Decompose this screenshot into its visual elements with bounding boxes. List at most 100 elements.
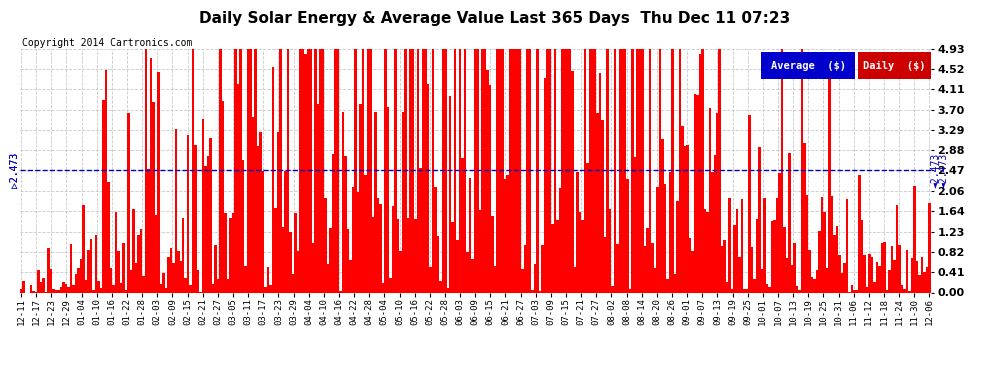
Bar [314,49,317,292]
Bar [79,259,82,292]
Bar [187,135,189,292]
Bar [177,251,179,292]
Bar [527,49,529,292]
Bar [479,210,481,292]
Bar [796,285,798,292]
Bar [264,287,267,292]
Bar [491,216,494,292]
Bar [446,288,449,292]
Bar [251,117,254,292]
Bar [748,115,751,292]
Bar [860,220,863,292]
Bar [279,49,282,292]
Bar [642,49,644,292]
Bar [189,285,192,292]
Bar [766,284,768,292]
Bar [845,199,848,292]
Bar [237,84,240,292]
Bar [646,228,648,292]
Bar [148,169,149,292]
Bar [444,49,446,292]
Bar [422,49,424,292]
Bar [824,212,826,292]
Bar [259,132,261,292]
Bar [811,278,814,292]
Bar [197,270,199,292]
Bar [574,267,576,292]
Bar [871,257,873,292]
Bar [476,49,479,292]
Bar [773,220,776,292]
Bar [64,284,67,292]
Bar [87,250,90,292]
Bar [619,49,621,292]
Bar [277,132,279,292]
Bar [836,226,839,292]
Bar [916,261,918,292]
Bar [54,290,57,292]
Text: Average  ($): Average ($) [771,61,845,70]
Bar [48,248,50,292]
Bar [507,175,509,292]
Bar [67,287,69,292]
Bar [522,268,524,292]
Bar [62,282,64,292]
Bar [210,138,212,292]
Bar [361,49,364,292]
Bar [716,113,719,292]
Bar [397,219,399,292]
Bar [194,145,197,292]
Bar [69,244,72,292]
Bar [392,206,394,292]
Bar [289,232,292,292]
Bar [801,49,803,292]
Bar [928,202,931,292]
Bar [808,250,811,292]
Bar [658,49,661,292]
Bar [546,49,548,292]
Bar [686,145,689,292]
Bar [606,49,609,292]
Bar [225,213,227,292]
Bar [681,126,683,292]
Bar [232,213,235,292]
Bar [783,227,786,292]
Bar [878,266,881,292]
Bar [888,270,891,292]
Bar [143,276,145,292]
Bar [332,154,335,292]
Bar [294,213,297,292]
Bar [174,129,177,292]
Bar [571,71,574,292]
Bar [212,284,215,292]
Bar [532,290,534,292]
Bar [791,265,793,292]
Bar [207,156,210,292]
Bar [107,182,110,292]
Bar [424,49,427,292]
Bar [834,235,836,292]
Bar [52,290,54,292]
Bar [59,287,62,292]
Bar [865,286,868,292]
Bar [135,264,137,292]
Bar [599,73,601,292]
Bar [366,49,369,292]
Bar [883,242,886,292]
Bar [23,281,25,292]
Bar [668,171,671,292]
Bar [127,113,130,292]
Bar [484,49,486,292]
Bar [466,252,469,292]
Bar [816,270,819,292]
Bar [694,94,696,292]
Bar [709,108,711,292]
Bar [512,49,514,292]
Bar [184,278,187,292]
Bar [868,254,871,292]
Bar [307,49,309,292]
Bar [696,94,699,292]
Bar [434,187,437,292]
Bar [651,243,653,292]
Bar [247,49,249,292]
